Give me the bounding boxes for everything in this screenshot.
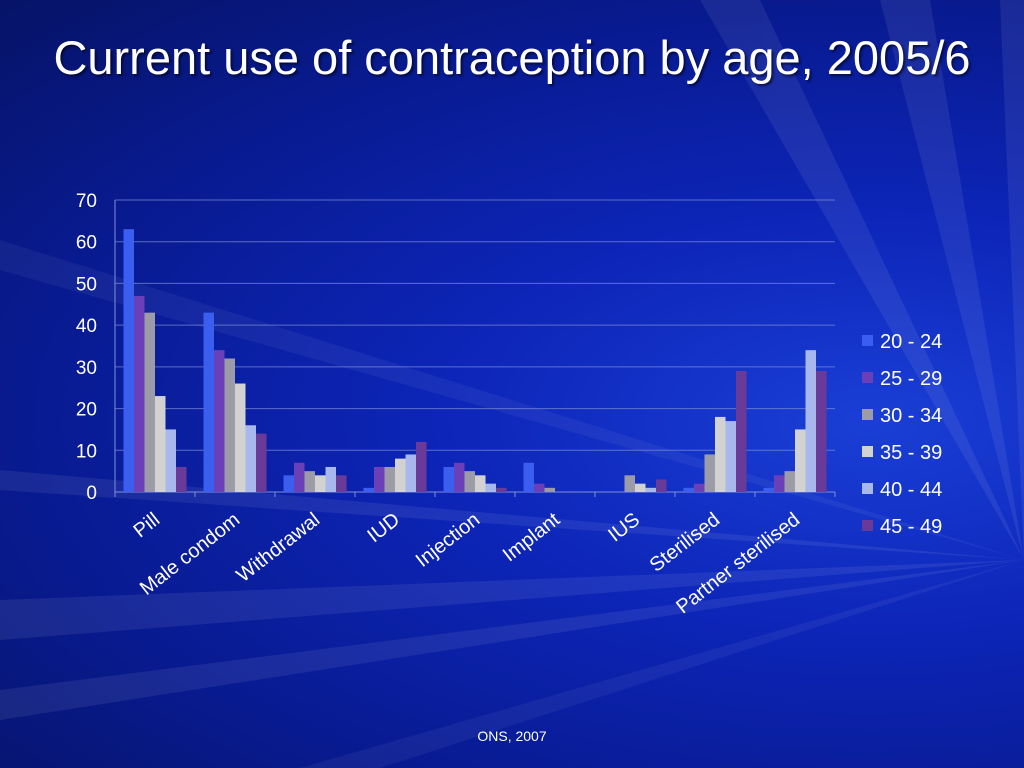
bar-20-24 xyxy=(363,487,374,492)
bar-30-34 xyxy=(304,471,315,492)
bar-40-44 xyxy=(485,483,496,492)
legend-swatch xyxy=(862,335,873,346)
bar-20-24 xyxy=(283,475,294,492)
bar-35-39 xyxy=(395,458,406,492)
bar-40-44 xyxy=(165,429,176,492)
x-category-label: IUS xyxy=(604,509,644,547)
bar-30-34 xyxy=(464,471,475,492)
legend-swatch xyxy=(862,520,873,531)
bar-35-39 xyxy=(795,429,806,492)
bar-30-34 xyxy=(784,471,795,492)
bar-35-39 xyxy=(635,483,646,492)
legend-label: 30 - 34 xyxy=(880,405,942,427)
x-category-label: Sterilised xyxy=(646,509,724,577)
bar-40-44 xyxy=(245,425,256,492)
bar-20-24 xyxy=(443,466,454,492)
y-tick-label: 0 xyxy=(86,483,97,504)
y-tick-label: 10 xyxy=(76,441,97,462)
bar-45-49 xyxy=(416,441,427,492)
y-tick-label: 30 xyxy=(76,358,97,379)
bar-35-39 xyxy=(315,475,326,492)
bar-35-39 xyxy=(155,396,166,492)
legend-label: 35 - 39 xyxy=(880,442,942,464)
bar-20-24 xyxy=(523,462,534,492)
source-footer: ONS, 2007 xyxy=(477,728,547,744)
bar-40-44 xyxy=(645,487,656,492)
bar-45-49 xyxy=(656,479,667,492)
x-category-label: Withdrawal xyxy=(233,509,324,587)
bar-25-29 xyxy=(374,466,385,492)
bar-40-44 xyxy=(725,421,736,492)
bar-40-44 xyxy=(325,466,336,492)
bar-35-39 xyxy=(235,383,246,492)
legend-label: 45 - 49 xyxy=(880,516,942,538)
bar-25-29 xyxy=(294,462,305,492)
bar-25-29 xyxy=(214,350,225,492)
bar-25-29 xyxy=(134,295,145,492)
bar-30-34 xyxy=(704,454,715,492)
y-tick-label: 50 xyxy=(76,274,97,295)
bar-20-24 xyxy=(203,312,214,492)
y-tick-label: 20 xyxy=(76,400,97,421)
bar-40-44 xyxy=(805,350,816,492)
bar-35-39 xyxy=(715,416,726,492)
bar-45-49 xyxy=(256,433,267,492)
bar-45-49 xyxy=(336,475,347,492)
bar-25-29 xyxy=(534,483,545,492)
bar-20-24 xyxy=(683,487,694,492)
bar-20-24 xyxy=(123,229,134,492)
x-category-label: IUD xyxy=(363,509,404,548)
y-tick-label: 60 xyxy=(76,233,97,254)
y-tick-label: 40 xyxy=(76,316,97,337)
bar-40-44 xyxy=(405,454,416,492)
x-category-label: Pill xyxy=(130,509,165,543)
bar-30-34 xyxy=(544,487,555,492)
bar-30-34 xyxy=(144,312,155,492)
legend-swatch xyxy=(862,483,873,494)
slide-title: Current use of contraception by age, 200… xyxy=(53,31,971,84)
bar-20-24 xyxy=(763,487,774,492)
bar-35-39 xyxy=(475,475,486,492)
legend-label: 25 - 29 xyxy=(880,368,942,390)
x-category-label: Injection xyxy=(412,509,484,572)
bar-45-49 xyxy=(496,487,507,492)
bar-30-34 xyxy=(224,358,235,492)
bar-45-49 xyxy=(816,371,827,492)
x-category-label: Implant xyxy=(499,508,565,566)
bar-45-49 xyxy=(176,466,187,492)
bar-30-34 xyxy=(384,466,395,492)
legend-swatch xyxy=(862,446,873,457)
bar-30-34 xyxy=(624,475,635,492)
legend-label: 20 - 24 xyxy=(880,331,942,353)
legend-label: 40 - 44 xyxy=(880,479,942,501)
bar-45-49 xyxy=(736,371,747,492)
y-tick-label: 70 xyxy=(76,191,97,212)
bar-25-29 xyxy=(454,462,465,492)
legend-swatch xyxy=(862,409,873,420)
bar-25-29 xyxy=(774,475,785,492)
legend-swatch xyxy=(862,372,873,383)
bar-25-29 xyxy=(694,483,705,492)
